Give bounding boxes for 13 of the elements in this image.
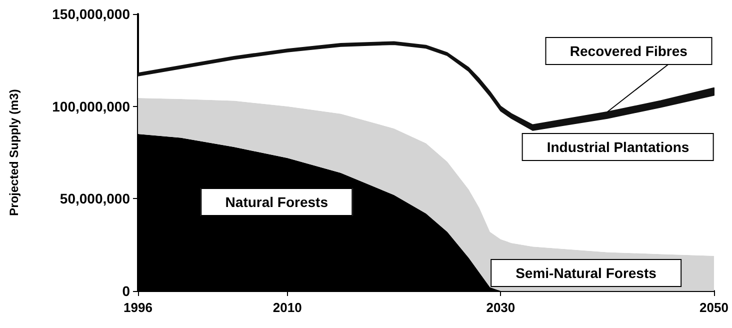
x-tick-label: 1996 <box>124 300 152 315</box>
y-tick-label: 100,000,000 <box>52 98 130 114</box>
x-tick-label: 2050 <box>700 300 728 315</box>
y-axis-title: Projected Supply (m3) <box>7 89 21 216</box>
label-box: Industrial Plantations <box>522 132 714 161</box>
x-tick-label: 2030 <box>486 300 516 315</box>
label-box: Semi-Natural Forests <box>490 258 682 287</box>
label-box: Recovered Fibres <box>544 36 712 65</box>
y-tick-label: 0 <box>122 283 130 299</box>
label-box: Natural Forests <box>200 188 353 216</box>
y-tick-label: 50,000,000 <box>60 190 130 207</box>
y-tick-label: 150,000,000 <box>52 6 130 22</box>
x-tick-label: 2010 <box>272 300 302 315</box>
